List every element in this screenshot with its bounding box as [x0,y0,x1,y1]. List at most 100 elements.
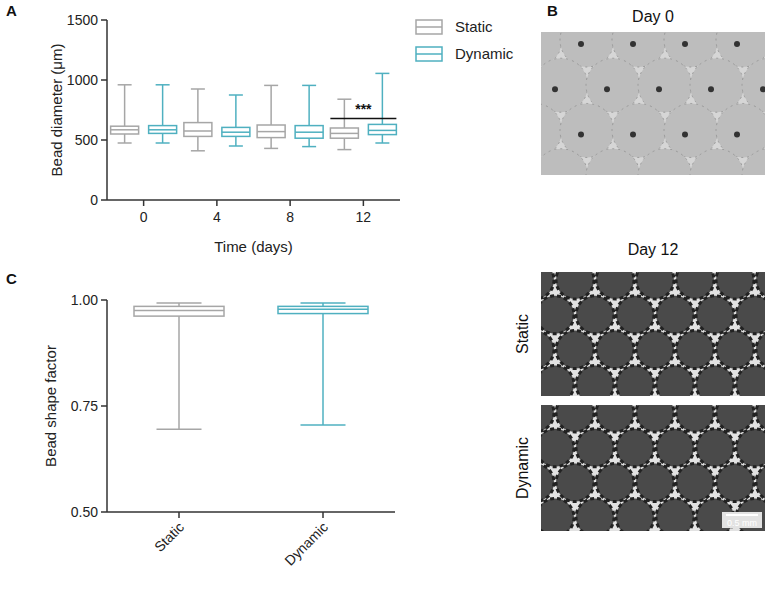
bead [596,464,634,502]
y-tick [101,511,107,513]
whisker-upper [270,85,272,125]
box [149,126,177,134]
y-tick-label: 1.00 [71,292,98,308]
bead [696,365,734,396]
bead [690,149,744,175]
bead [676,272,714,299]
y-tick-label: 1000 [67,72,98,88]
significance-label: *** [355,101,372,117]
whisker-upper [124,85,126,126]
scale-bar-background [722,512,762,528]
y-axis-label: Bead diameter (μm) [48,44,65,177]
whisker-cap [157,302,202,304]
bead [716,272,754,299]
box [330,128,358,138]
bead [576,296,614,334]
bead [716,464,754,502]
bead-speck [656,86,662,92]
bead [636,464,674,502]
whisker-cap [191,88,205,90]
bead [541,429,574,467]
y-tick [101,79,107,81]
box-plot [278,303,368,425]
bead [541,498,574,531]
whisker-cap [118,142,132,144]
bead [586,149,640,175]
bead [556,464,594,502]
bead [736,296,765,334]
whisker-lower [308,138,310,146]
box [184,123,212,137]
whisker-lower [235,136,237,146]
box [134,306,224,316]
median [257,131,285,133]
box [222,127,250,136]
bead [756,464,765,502]
whisker-lower [270,138,272,149]
x-tick-label: Dynamic [281,519,331,569]
x-tick-label: 12 [356,209,372,225]
panel-b: BDay 0Day 12StaticDynamic0.5 mm [508,2,772,536]
bead [556,272,594,299]
whisker-lower [344,138,346,149]
box-plot [149,85,177,143]
box [278,306,368,313]
box-plot [257,85,285,148]
x-axis [107,199,400,201]
bead [656,365,694,396]
x-tick-label: 8 [286,209,294,225]
legend-swatch [416,47,442,61]
box-plot [295,85,323,146]
whisker-upper [235,95,237,127]
bead [696,296,734,334]
x-tick [322,512,324,518]
median [278,309,368,311]
box-plot [222,95,250,146]
legend-swatch-line [416,26,442,28]
x-tick-label: 0 [140,209,148,225]
median [149,129,177,131]
box-plot [111,85,139,143]
panel-label: A [6,2,17,19]
bead [676,331,714,369]
whisker-cap [157,429,202,431]
whisker-cap [229,145,243,147]
bead [636,331,674,369]
whisker-lower [197,136,199,150]
beads [541,405,765,531]
bead [636,272,674,299]
whisker-upper [197,89,199,123]
box [111,126,139,134]
whisker-cap [156,142,170,144]
whisker-cap [301,302,346,304]
y-tick-label: 500 [75,132,99,148]
beads [541,32,765,175]
whisker-upper [162,85,164,126]
x-tick [289,200,291,206]
bead-speck [604,86,610,92]
bead-speck [630,41,636,47]
bead [756,331,765,369]
median [222,131,250,133]
whisker-cap [302,85,316,87]
whisker-cap [229,94,243,96]
median [111,129,139,131]
significance-line [330,118,396,120]
legend-swatch-line [416,53,442,55]
bead-speck [734,41,740,47]
bead [541,149,588,175]
y-tick-label: 1500 [67,12,98,28]
y-axis [106,20,108,200]
x-tick-label: 4 [213,209,221,225]
bead [656,429,694,467]
bead-speck [578,131,584,137]
bead-speck [630,131,636,137]
y-tick [101,139,107,141]
bead [576,365,614,396]
x-tick-label: Static [151,519,187,555]
bead [596,405,634,432]
bead [742,149,765,175]
bead [541,296,574,334]
whisker-lower [162,133,164,143]
bead-speck [734,131,740,137]
